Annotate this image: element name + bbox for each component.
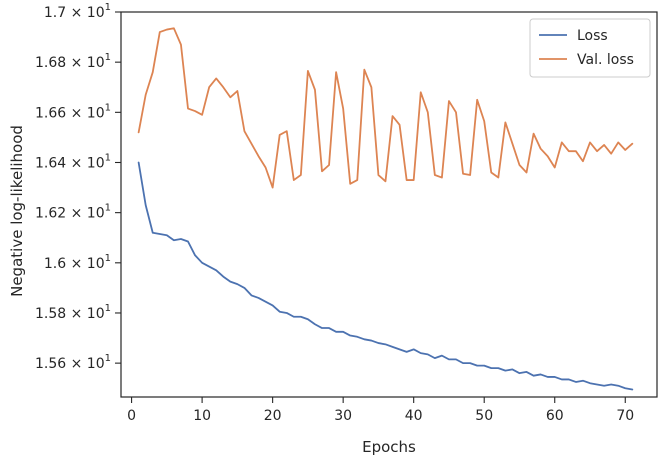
y-tick-times: × [66, 105, 87, 121]
x-axis-label: Epochs [362, 438, 416, 456]
y-tick-mantissa: 1.56 [35, 356, 66, 372]
y-tick-mantissa: 1.62 [35, 206, 66, 222]
y-tick-exponent: 1 [105, 303, 111, 314]
y-tick-times: × [66, 155, 87, 171]
y-tick-label: 1.68 × 101 [35, 52, 111, 71]
y-tick-mantissa: 1.7 [44, 5, 66, 21]
y-tick-times: × [66, 55, 87, 71]
y-tick-exponent: 1 [105, 353, 111, 364]
y-tick-label: 1.64 × 101 [35, 152, 111, 171]
y-tick-times: × [66, 206, 87, 222]
series-line-val-loss [137, 27, 634, 189]
x-tick-label: 0 [127, 408, 136, 424]
y-tick-base: 10 [87, 5, 105, 21]
y-tick-label: 1.6 × 101 [44, 253, 111, 272]
y-tick-base: 10 [87, 55, 105, 71]
y-tick-label: 1.58 × 101 [35, 303, 111, 322]
x-tick-label: 70 [616, 408, 634, 424]
y-tick-label: 1.66 × 101 [35, 102, 111, 121]
y-tick-exponent: 1 [105, 253, 111, 264]
legend-box [529, 18, 651, 78]
x-tick-label: 40 [405, 408, 423, 424]
y-tick-label: 1.62 × 101 [35, 203, 111, 222]
y-tick-base: 10 [87, 306, 105, 322]
y-tick-base: 10 [87, 206, 105, 222]
x-tick-label: 30 [334, 408, 352, 424]
y-tick-mantissa: 1.64 [35, 155, 66, 171]
x-tick-label: 10 [193, 408, 211, 424]
y-tick-times: × [66, 306, 87, 322]
x-tick-label: 20 [264, 408, 282, 424]
y-tick-exponent: 1 [105, 152, 111, 163]
y-tick-base: 10 [87, 105, 105, 121]
y-tick-base: 10 [87, 155, 105, 171]
y-tick-times: × [66, 5, 87, 21]
y-tick-exponent: 1 [105, 52, 111, 63]
series-layer [137, 27, 634, 391]
y-tick-times: × [66, 256, 87, 272]
y-tick-label: 1.56 × 101 [35, 353, 111, 372]
legend: Loss Val. loss [529, 18, 651, 78]
y-tick-base: 10 [87, 356, 105, 372]
y-tick-mantissa: 1.6 [44, 256, 66, 272]
x-tick-label: 50 [475, 408, 493, 424]
y-tick-base: 10 [87, 256, 105, 272]
y-tick-label: 1.7 × 101 [44, 2, 111, 21]
y-tick-exponent: 1 [105, 2, 111, 13]
y-tick-mantissa: 1.66 [35, 105, 66, 121]
y-tick-mantissa: 1.68 [35, 55, 66, 71]
x-tick-label: 60 [546, 408, 564, 424]
y-tick-exponent: 1 [105, 203, 111, 214]
series-line-loss [137, 161, 634, 391]
legend-label: Val. loss [577, 52, 634, 68]
y-tick-times: × [66, 356, 87, 372]
legend-label: Loss [577, 28, 608, 44]
y-tick-mantissa: 1.58 [35, 306, 66, 322]
plot-frame [120, 11, 658, 398]
y-tick-exponent: 1 [105, 102, 111, 113]
y-axis-label: Negative log-likelihood [8, 125, 26, 297]
